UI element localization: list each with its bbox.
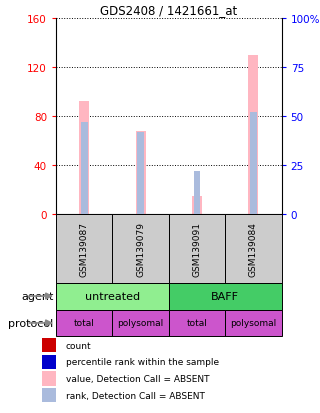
Text: total: total xyxy=(187,319,207,328)
Bar xyxy=(136,131,146,215)
Text: BAFF: BAFF xyxy=(211,291,239,301)
Text: value, Detection Call = ABSENT: value, Detection Call = ABSENT xyxy=(66,374,209,383)
Bar xyxy=(248,55,259,215)
Bar xyxy=(56,283,169,310)
Text: total: total xyxy=(74,319,95,328)
Bar xyxy=(225,310,282,337)
Bar xyxy=(137,132,144,215)
Bar xyxy=(112,215,169,283)
Bar xyxy=(42,355,56,369)
Bar xyxy=(112,310,169,337)
Text: polysomal: polysomal xyxy=(230,319,276,328)
Text: polysomal: polysomal xyxy=(117,319,164,328)
Bar xyxy=(192,196,202,215)
Text: rank, Detection Call = ABSENT: rank, Detection Call = ABSENT xyxy=(66,391,204,400)
Bar xyxy=(42,388,56,402)
Bar xyxy=(56,215,112,283)
Text: GSM139091: GSM139091 xyxy=(193,221,202,276)
Bar xyxy=(42,338,56,352)
Text: GSM139084: GSM139084 xyxy=(249,221,258,276)
Title: GDS2408 / 1421661_at: GDS2408 / 1421661_at xyxy=(100,5,237,17)
Bar xyxy=(56,310,112,337)
Bar xyxy=(250,113,257,215)
Text: count: count xyxy=(66,341,91,350)
Text: percentile rank within the sample: percentile rank within the sample xyxy=(66,357,219,366)
Text: protocol: protocol xyxy=(9,318,54,328)
Bar xyxy=(169,283,282,310)
Text: GSM139087: GSM139087 xyxy=(80,221,89,276)
Text: agent: agent xyxy=(21,291,54,301)
Bar xyxy=(81,123,88,215)
Text: GSM139079: GSM139079 xyxy=(136,221,145,276)
Bar xyxy=(194,172,200,215)
Text: untreated: untreated xyxy=(85,291,140,301)
Bar xyxy=(169,310,225,337)
Bar xyxy=(79,102,89,215)
Bar xyxy=(42,371,56,386)
Bar xyxy=(225,215,282,283)
Bar xyxy=(169,215,225,283)
